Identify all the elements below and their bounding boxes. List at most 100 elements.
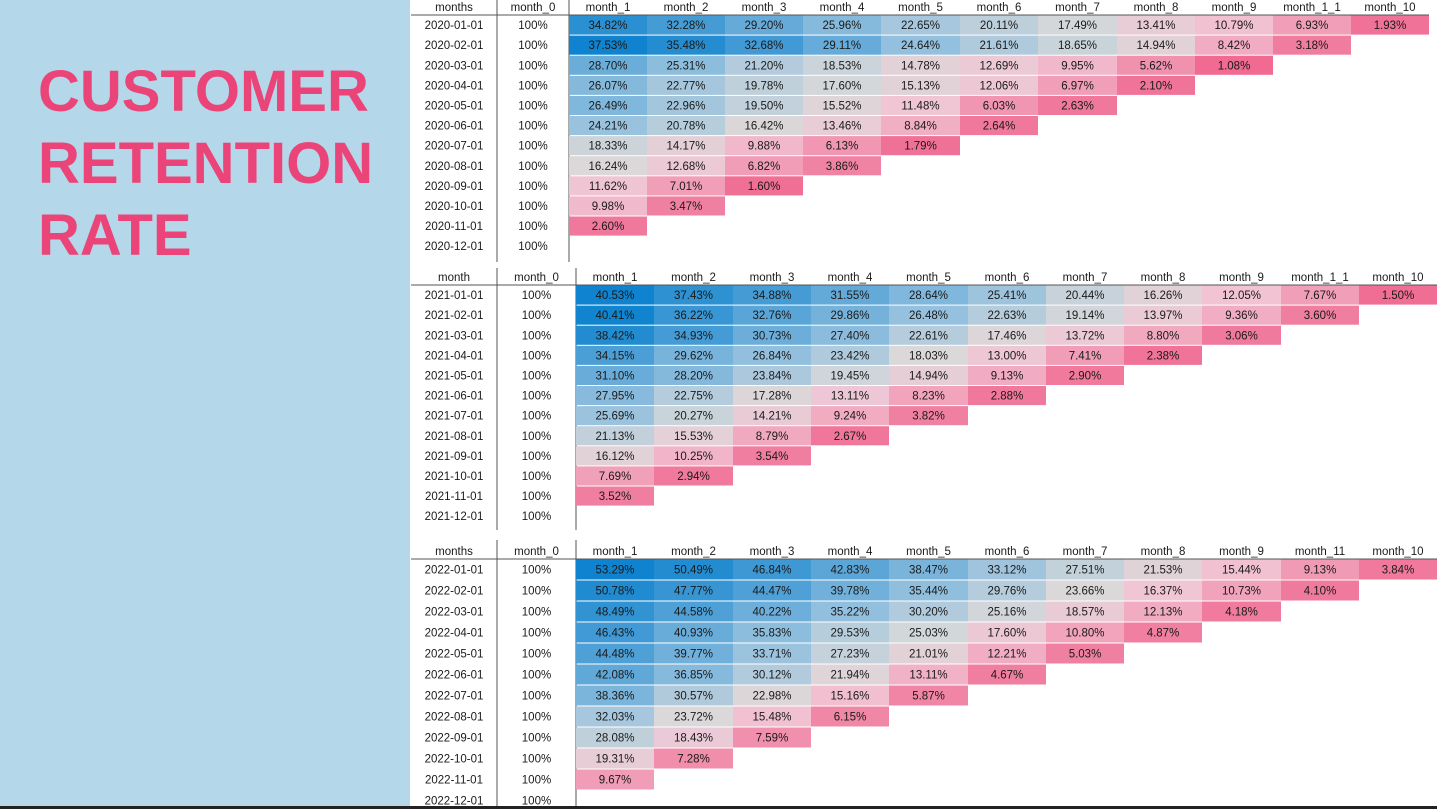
cell-value-label: 23.72% xyxy=(674,712,713,724)
cohort-label: 2020-02-01 xyxy=(425,40,484,52)
cell-value-label: 29.62% xyxy=(674,350,713,362)
heatmap-cell xyxy=(881,95,960,115)
heatmap-cell xyxy=(1202,325,1281,345)
cell-value-label: 17.28% xyxy=(752,391,791,403)
cell-value-label: 30.12% xyxy=(752,670,791,682)
cell-value-label: 3.60% xyxy=(1304,310,1337,322)
heatmap-cell xyxy=(733,559,811,580)
heatmap-cell xyxy=(1046,325,1124,345)
cell-value-label: 23.66% xyxy=(1065,586,1104,598)
month-0-value: 100% xyxy=(522,310,551,322)
heatmap-cell xyxy=(811,601,889,622)
cell-value-label: 12.68% xyxy=(666,161,705,173)
heatmap-cell xyxy=(647,116,725,136)
heatmap-cell xyxy=(960,15,1038,35)
cell-value-label: 17.46% xyxy=(987,330,1026,342)
cell-value-label: 39.77% xyxy=(674,649,713,661)
heatmap-cell xyxy=(1046,580,1124,601)
month-0-value: 100% xyxy=(522,411,551,423)
month-0-value: 100% xyxy=(518,80,547,92)
cell-value-label: 21.53% xyxy=(1143,565,1182,577)
cell-value-label: 1.08% xyxy=(1218,60,1251,72)
cell-value-label: 7.59% xyxy=(756,733,789,745)
month-0-value: 100% xyxy=(518,40,547,52)
heatmap-cell xyxy=(1124,285,1202,305)
heatmap-cell xyxy=(576,580,654,601)
heatmap-cell xyxy=(576,345,654,365)
heatmap-cell xyxy=(889,622,968,643)
cell-value-label: 16.12% xyxy=(595,451,634,463)
cell-value-label: 6.82% xyxy=(748,161,781,173)
heatmap-cell xyxy=(654,643,733,664)
heatmap-cell xyxy=(733,727,811,748)
cell-value-label: 26.48% xyxy=(909,310,948,322)
heatmap-cell xyxy=(889,643,968,664)
heatmap-cell xyxy=(1202,580,1281,601)
cell-value-label: 35.22% xyxy=(830,607,869,619)
header-label: month_4 xyxy=(828,546,873,558)
month-0-value: 100% xyxy=(518,121,547,133)
heatmap-cell xyxy=(725,55,803,75)
heatmap-cell xyxy=(654,748,733,769)
cell-value-label: 27.51% xyxy=(1065,565,1104,577)
month-0-value: 100% xyxy=(518,60,547,72)
cell-value-label: 44.48% xyxy=(595,649,634,661)
cell-value-label: 13.41% xyxy=(1136,20,1175,32)
title-line-1: CUSTOMER xyxy=(38,59,369,124)
heatmap-cell xyxy=(811,305,889,325)
heatmap-cell xyxy=(889,365,968,385)
cell-value-label: 2.38% xyxy=(1147,350,1180,362)
heatmap-cell xyxy=(647,35,725,55)
cell-value-label: 19.78% xyxy=(744,80,783,92)
cohort-label: 2022-04-01 xyxy=(425,628,484,640)
heatmap-cell xyxy=(889,601,968,622)
month-0-value: 100% xyxy=(522,775,551,787)
cell-value-label: 28.70% xyxy=(588,60,627,72)
cell-value-label: 2.67% xyxy=(834,431,867,443)
cell-value-label: 32.28% xyxy=(666,20,705,32)
cell-value-label: 32.68% xyxy=(744,40,783,52)
cell-value-label: 24.64% xyxy=(901,40,940,52)
left-panel: CUSTOMER RETENTION RATE xyxy=(0,0,410,809)
heatmap-cell xyxy=(803,75,881,95)
heatmap-cell xyxy=(811,580,889,601)
heatmap-cell xyxy=(647,196,725,216)
cell-value-label: 32.76% xyxy=(752,310,791,322)
cell-value-label: 15.52% xyxy=(822,100,861,112)
cell-value-label: 7.28% xyxy=(677,754,710,766)
heatmap-cell xyxy=(811,706,889,727)
cell-value-label: 29.20% xyxy=(744,20,783,32)
heatmap-cell xyxy=(725,156,803,176)
heatmap-cell xyxy=(1202,601,1281,622)
cell-value-label: 22.63% xyxy=(987,310,1026,322)
cell-value-label: 12.05% xyxy=(1222,290,1261,302)
cell-value-label: 4.18% xyxy=(1225,607,1258,619)
header-label: month_9 xyxy=(1219,272,1264,284)
month-0-value: 100% xyxy=(518,201,547,213)
heatmap-cell xyxy=(725,116,803,136)
cell-value-label: 9.13% xyxy=(1304,565,1337,577)
header-label: month_5 xyxy=(898,2,943,14)
heatmap-cell xyxy=(654,365,733,385)
cohort-label: 2021-04-01 xyxy=(425,350,484,362)
cell-value-label: 21.61% xyxy=(979,40,1018,52)
heatmap-cell xyxy=(569,196,647,216)
heatmap-cell xyxy=(1195,15,1273,35)
cell-value-label: 35.48% xyxy=(666,40,705,52)
heatmap-cell xyxy=(654,685,733,706)
cell-value-label: 44.47% xyxy=(752,586,791,598)
heatmap-cell xyxy=(1359,559,1437,580)
cohort-label: 2022-10-01 xyxy=(425,754,484,766)
header-label: month_10 xyxy=(1372,272,1423,284)
cell-value-label: 12.06% xyxy=(979,80,1018,92)
header-label: months xyxy=(435,546,473,558)
cell-value-label: 3.47% xyxy=(670,201,703,213)
cell-value-label: 38.42% xyxy=(595,330,634,342)
cell-value-label: 20.11% xyxy=(980,20,1018,32)
cell-value-label: 16.26% xyxy=(1143,290,1182,302)
cell-value-label: 27.23% xyxy=(830,649,869,661)
cell-value-label: 29.11% xyxy=(823,40,861,52)
cell-value-label: 19.31% xyxy=(595,754,634,766)
cell-value-label: 19.50% xyxy=(744,100,783,112)
cell-value-label: 3.82% xyxy=(912,411,945,423)
